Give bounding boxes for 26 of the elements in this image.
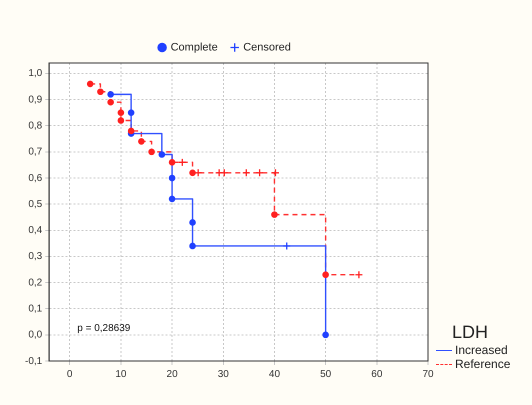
- y-tick-label: 0,4: [28, 225, 43, 236]
- x-tick-label: 40: [268, 368, 280, 380]
- x-tick-label: 20: [166, 368, 178, 380]
- y-tick-label: 0,2: [28, 277, 43, 288]
- legend-title: LDH: [452, 322, 490, 343]
- y-tick-label: 0,1: [28, 303, 43, 314]
- y-tick-label: -0,1: [24, 356, 43, 367]
- y-tick-label: 0,3: [28, 251, 43, 262]
- y-tick-label: 0,0: [28, 330, 43, 341]
- legend-label: Complete: [170, 42, 218, 54]
- x-tick-label: 50: [320, 368, 332, 380]
- x-tick-label: 0: [66, 368, 73, 380]
- x-tick-label: 60: [371, 368, 383, 380]
- legend-label: Reference: [455, 357, 510, 371]
- legend-label: Censored: [243, 42, 291, 54]
- y-tick-label: 0,5: [28, 198, 43, 210]
- legend-label: Increased: [455, 343, 508, 357]
- y-tick-label: 0,8: [28, 120, 43, 132]
- y-tick-label: 0,9: [28, 94, 43, 106]
- x-tick-label: 70: [422, 368, 434, 380]
- annotation: p = 0,28639: [77, 322, 131, 334]
- y-tick-label: 1,0: [28, 68, 43, 80]
- y-tick-label: 0,7: [28, 146, 43, 158]
- x-tick-label: 10: [115, 368, 127, 380]
- x-tick-label: 30: [218, 368, 230, 380]
- y-tick-label: 0,6: [28, 172, 43, 184]
